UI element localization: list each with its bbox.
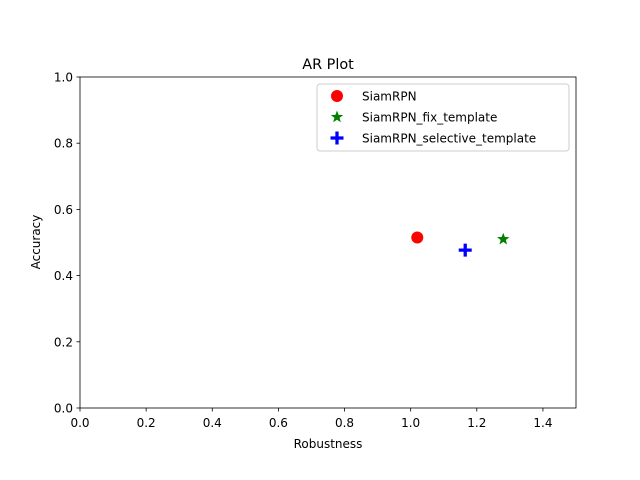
x-axis-ticks: 0.0 0.2 0.4 0.6 0.8 1.0 1.2 1.4 xyxy=(70,408,552,430)
data-point-siamrpn xyxy=(411,231,424,244)
x-axis-label: Robustness xyxy=(294,437,363,451)
y-tick-label: 0.8 xyxy=(54,137,73,151)
x-tick-label: 0.6 xyxy=(269,416,288,430)
data-point-siamrpn-selective-template xyxy=(458,243,472,257)
legend-box xyxy=(316,83,570,152)
x-tick-label: 1.0 xyxy=(401,416,420,430)
y-axis-ticks: 0.0 0.2 0.4 0.6 0.8 1.0 xyxy=(54,71,80,416)
legend-label: SiamRPN xyxy=(362,90,417,104)
y-tick-label: 0.6 xyxy=(54,203,73,217)
y-tick-label: 0.2 xyxy=(54,335,73,349)
y-tick-label: 0.4 xyxy=(54,269,73,283)
x-tick-label: 1.4 xyxy=(533,416,552,430)
x-tick-label: 0.0 xyxy=(70,416,89,430)
x-tick-label: 0.8 xyxy=(335,416,354,430)
legend-marker xyxy=(331,90,343,102)
legend-label: SiamRPN_selective_template xyxy=(362,132,536,146)
legend: SiamRPN SiamRPN_fix_template SiamRPN_selec… xyxy=(316,83,570,152)
x-tick-label: 1.2 xyxy=(467,416,486,430)
legend-marker xyxy=(330,131,344,145)
legend-marker xyxy=(330,110,344,123)
legend-label: SiamRPN_fix_template xyxy=(362,111,497,125)
chart-title: AR Plot xyxy=(302,57,354,73)
y-tick-label: 0.0 xyxy=(54,402,73,416)
y-axis-label: Accuracy xyxy=(29,215,43,270)
x-tick-label: 0.4 xyxy=(203,416,222,430)
x-tick-label: 0.2 xyxy=(137,416,156,430)
data-point-siamrpn-fix-template xyxy=(497,232,510,245)
data-markers xyxy=(411,231,510,257)
y-tick-label: 1.0 xyxy=(54,71,73,85)
